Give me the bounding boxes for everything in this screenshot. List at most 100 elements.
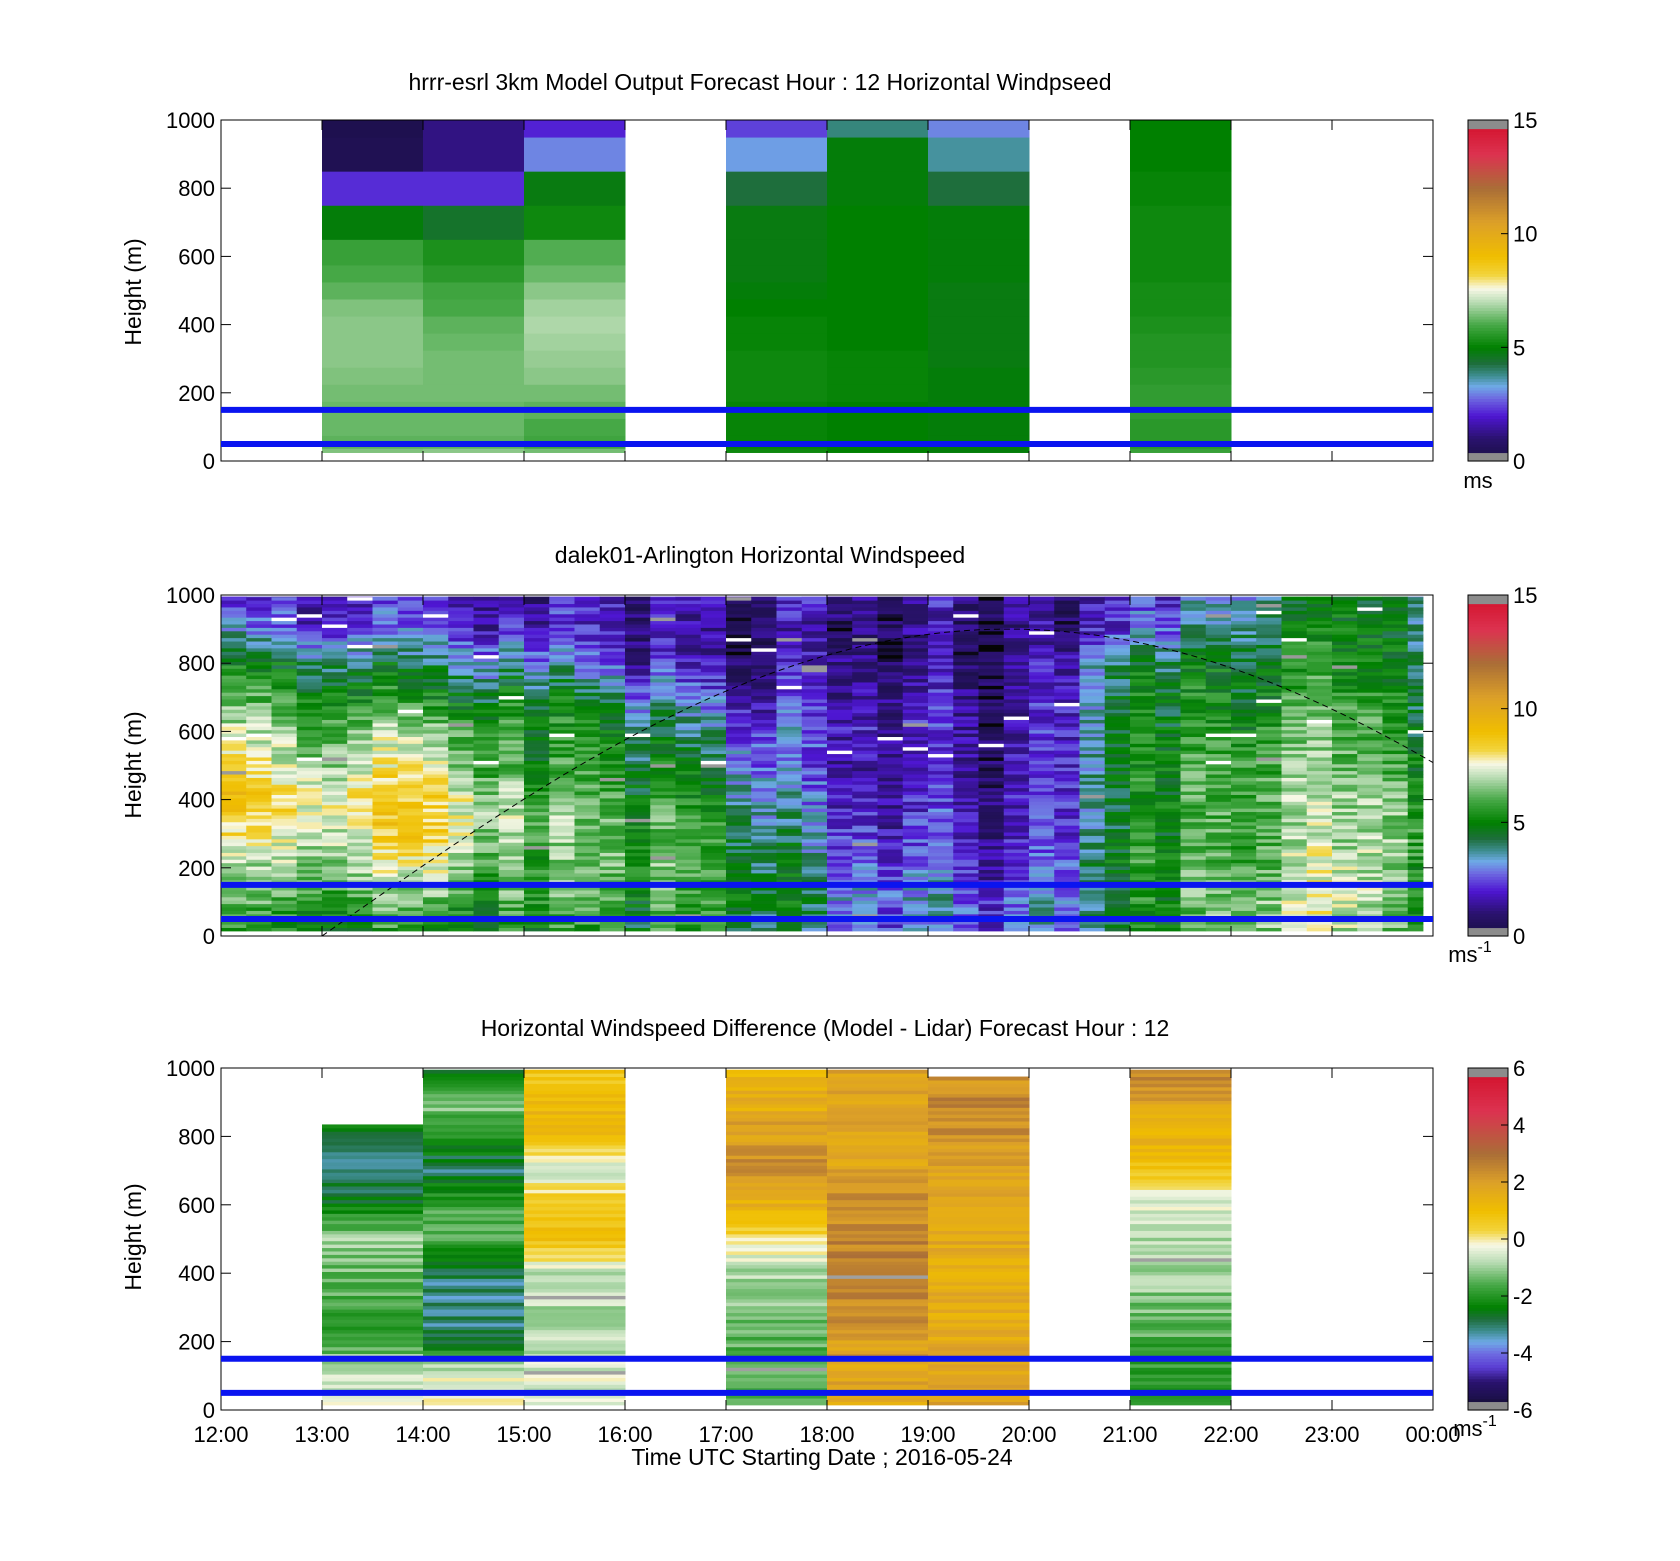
heatmap-cell (827, 695, 853, 700)
heatmap-cell (751, 641, 777, 645)
heatmap-cell (1382, 654, 1409, 659)
heatmap-cell (296, 862, 323, 867)
heatmap-cell (1256, 630, 1282, 635)
heatmap-cell (372, 876, 399, 881)
heatmap-cell (1079, 613, 1106, 618)
heatmap-cell (498, 675, 525, 680)
heatmap-cell (726, 620, 752, 625)
heatmap-cell (574, 804, 601, 809)
heatmap-cell (322, 705, 348, 710)
heatmap-cell (448, 722, 474, 727)
heatmap-cell (549, 733, 575, 738)
heatmap-cell (1281, 913, 1308, 918)
heatmap-cell (675, 709, 702, 714)
heatmap-cell (524, 600, 550, 605)
heatmap-cell (423, 753, 449, 758)
heatmap-cell (978, 620, 1005, 625)
heatmap-cell (978, 804, 1005, 809)
heatmap-cell (751, 678, 777, 683)
heatmap-cell (801, 627, 828, 632)
heatmap-cell (322, 838, 348, 843)
heatmap-cell (953, 664, 979, 669)
heatmap-cell (650, 780, 676, 785)
heatmap-cell (928, 838, 954, 843)
heatmap-cell (271, 876, 298, 881)
heatmap-cell (1357, 746, 1383, 751)
heatmap-cell (625, 610, 651, 615)
heatmap-cell (574, 671, 601, 676)
heatmap-cell (322, 726, 348, 731)
heatmap-cell (625, 596, 651, 601)
heatmap-cell (1357, 654, 1383, 659)
heatmap-cell (1256, 859, 1282, 864)
colorbar-segment (1468, 131, 1508, 135)
heatmap-cell (1382, 842, 1409, 847)
heatmap-cell (1079, 753, 1106, 758)
heatmap-cell (397, 610, 424, 615)
heatmap-cell (726, 739, 752, 744)
heatmap-cell (1306, 600, 1333, 605)
heatmap-cell (1104, 596, 1131, 598)
heatmap-cell (700, 722, 727, 727)
heatmap-cell (1104, 828, 1131, 833)
heatmap-cell (650, 634, 676, 639)
heatmap-cell (1079, 603, 1106, 608)
heatmap-cell (1155, 804, 1181, 809)
heatmap-cell (322, 896, 348, 901)
heatmap-cell (827, 763, 853, 768)
heatmap-cell (448, 893, 474, 898)
heatmap-cell (877, 886, 904, 891)
heatmap-cell (1029, 787, 1055, 792)
heatmap-cell (978, 801, 1005, 806)
heatmap-cell (675, 651, 702, 656)
heatmap-cell (524, 804, 550, 809)
heatmap-cell (1180, 671, 1207, 676)
heatmap-cell (953, 872, 979, 877)
heatmap-cell (1104, 702, 1131, 707)
heatmap-cell (473, 651, 500, 656)
heatmap-cell (1180, 750, 1207, 755)
heatmap-cell (625, 784, 651, 789)
heatmap-cell (1029, 825, 1055, 830)
heatmap-cell (498, 610, 525, 615)
heatmap-cell (902, 889, 929, 894)
heatmap-cell (852, 685, 878, 690)
heatmap-cell (221, 651, 247, 656)
heatmap-cell (700, 784, 727, 789)
heatmap-cell (221, 787, 247, 792)
heatmap-cell (473, 770, 500, 775)
heatmap-cell (1357, 845, 1383, 850)
heatmap-cell (397, 849, 424, 853)
heatmap-cell (978, 913, 1005, 918)
heatmap-cell (978, 838, 1005, 843)
heatmap-cell (776, 774, 803, 778)
heatmap-cell (1332, 924, 1358, 928)
heatmap-cell (1054, 668, 1080, 673)
heatmap-cell (1281, 924, 1308, 928)
heatmap-cell (827, 821, 853, 826)
heatmap-cell (1281, 685, 1308, 690)
heatmap-cell (700, 842, 727, 847)
heatmap-cell (1407, 903, 1424, 908)
heatmap-cell (1407, 838, 1424, 843)
heatmap-cell (1155, 763, 1181, 768)
heatmap-cell (549, 596, 575, 598)
heatmap-cell (902, 664, 929, 669)
heatmap-cell (928, 756, 954, 761)
heatmap-cell (1079, 620, 1106, 625)
heatmap-cell (599, 910, 626, 915)
heatmap-cell (1003, 729, 1030, 734)
colorbar-segment (1468, 426, 1508, 431)
heatmap-cell (1003, 702, 1030, 707)
heatmap-cell (549, 699, 575, 703)
heatmap-cell (751, 746, 777, 751)
heatmap-cell (1357, 661, 1383, 666)
heatmap-cell (423, 448, 525, 453)
heatmap-cell (902, 866, 929, 871)
heatmap-cell (1003, 876, 1030, 881)
colorbar-segment (1468, 341, 1508, 346)
heatmap-cell (776, 801, 803, 806)
heatmap-cell (397, 654, 424, 659)
heatmap-cell (852, 855, 878, 860)
heatmap-cell (1180, 889, 1207, 894)
